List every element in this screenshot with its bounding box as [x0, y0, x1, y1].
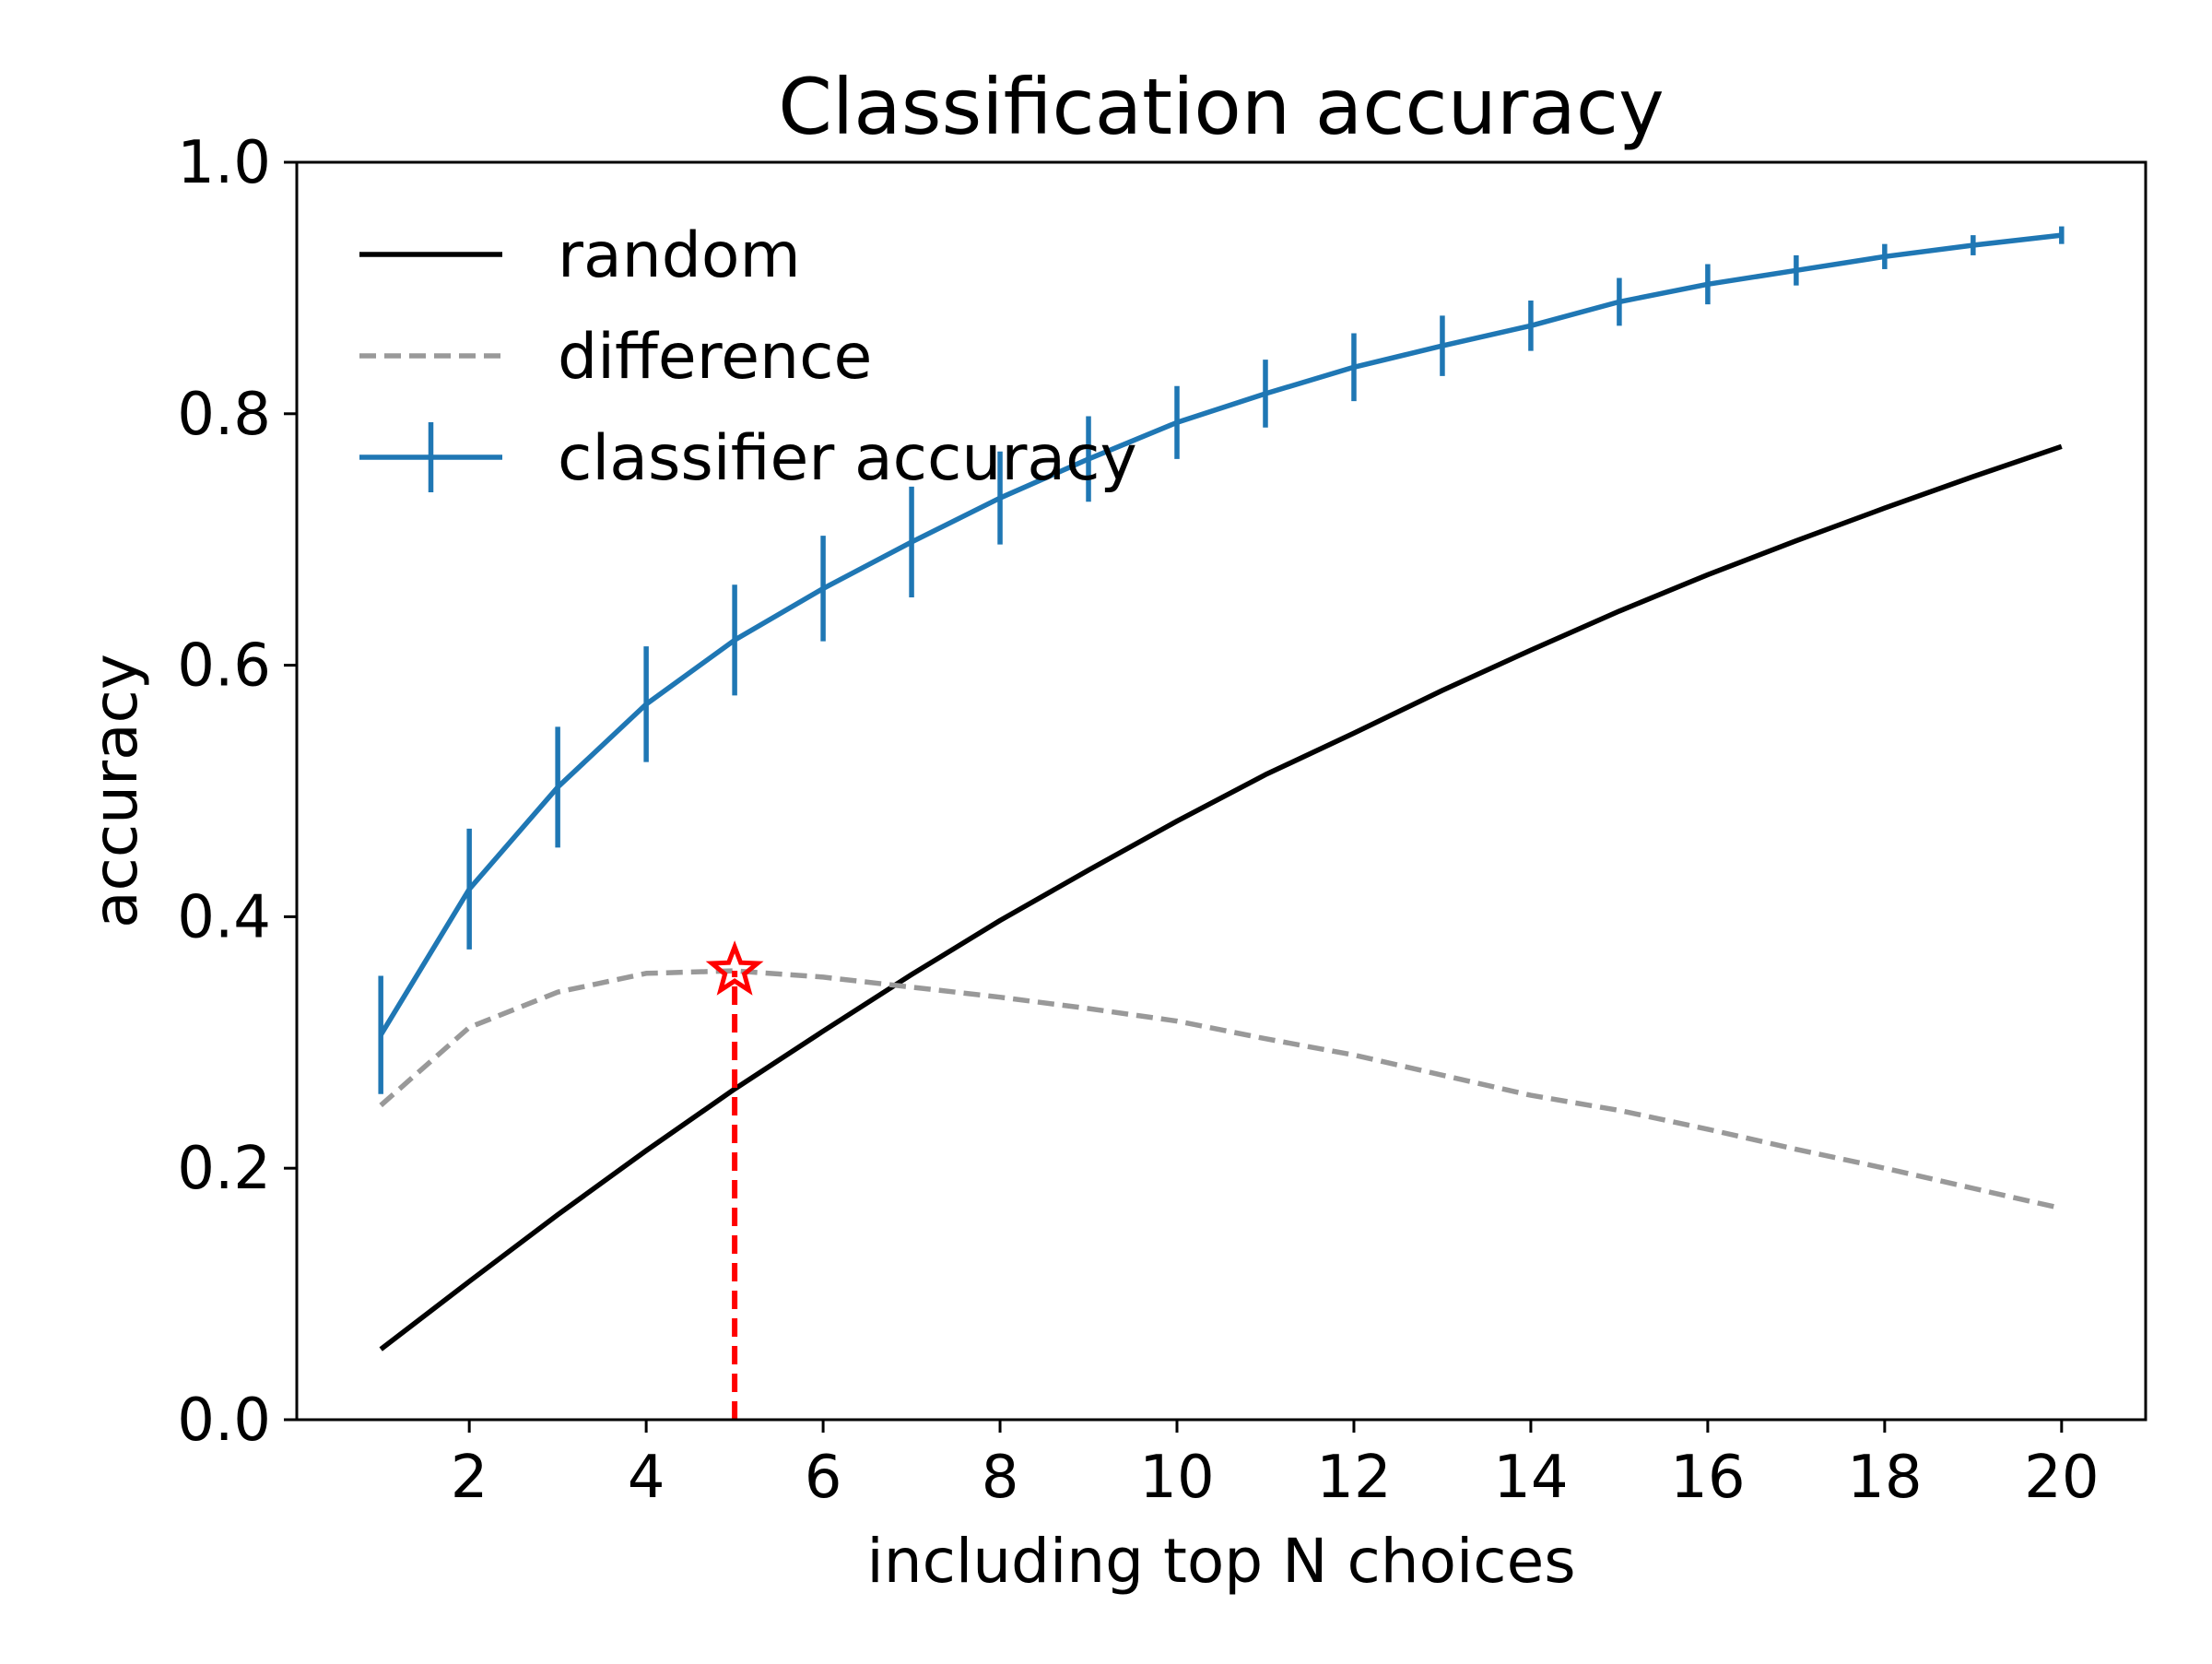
x-tick-label: 20 — [2024, 1444, 2099, 1512]
x-tick-label: 4 — [628, 1444, 665, 1512]
series-line-random — [379, 443, 2063, 1351]
series-line-classifier-accuracy — [378, 232, 2063, 1037]
plot-layer — [378, 226, 2065, 1420]
chart-title: Classification accuracy — [778, 62, 1665, 152]
x-tick-label: 8 — [982, 1444, 1019, 1512]
y-tick-label: 0.6 — [177, 632, 271, 701]
x-tick-label: 18 — [1847, 1444, 1922, 1512]
y-axis-label: accuracy — [80, 654, 151, 928]
x-tick-label: 14 — [1493, 1444, 1568, 1512]
x-tick-label: 2 — [451, 1444, 488, 1512]
legend-label: random — [558, 219, 801, 292]
legend-label: difference — [558, 321, 872, 394]
legend-label: classifier accuracy — [558, 422, 1137, 495]
x-tick-label: 6 — [805, 1444, 842, 1512]
x-tick-label: 10 — [1139, 1444, 1214, 1512]
series-line-difference — [379, 968, 2063, 1211]
plot-frame — [295, 160, 2147, 1422]
star-marker — [705, 940, 764, 996]
x-tick-label: 12 — [1316, 1444, 1391, 1512]
x-tick-label: 16 — [1670, 1444, 1745, 1512]
y-tick-label: 0.2 — [177, 1135, 271, 1203]
y-tick-label: 1.0 — [177, 129, 271, 197]
y-tick-label: 0.0 — [177, 1387, 271, 1455]
axes-layer: 2 4 6 8 10 12 14 16 18 20 0.0 0.2 0.4 0.6 0.8 1.0 — [177, 129, 2147, 1512]
x-axis-label: including top N choices — [866, 1526, 1575, 1597]
y-tick-label: 0.4 — [177, 883, 271, 951]
y-tick-label: 0.8 — [177, 381, 271, 449]
legend: random difference classifier accuracy — [359, 219, 1137, 495]
